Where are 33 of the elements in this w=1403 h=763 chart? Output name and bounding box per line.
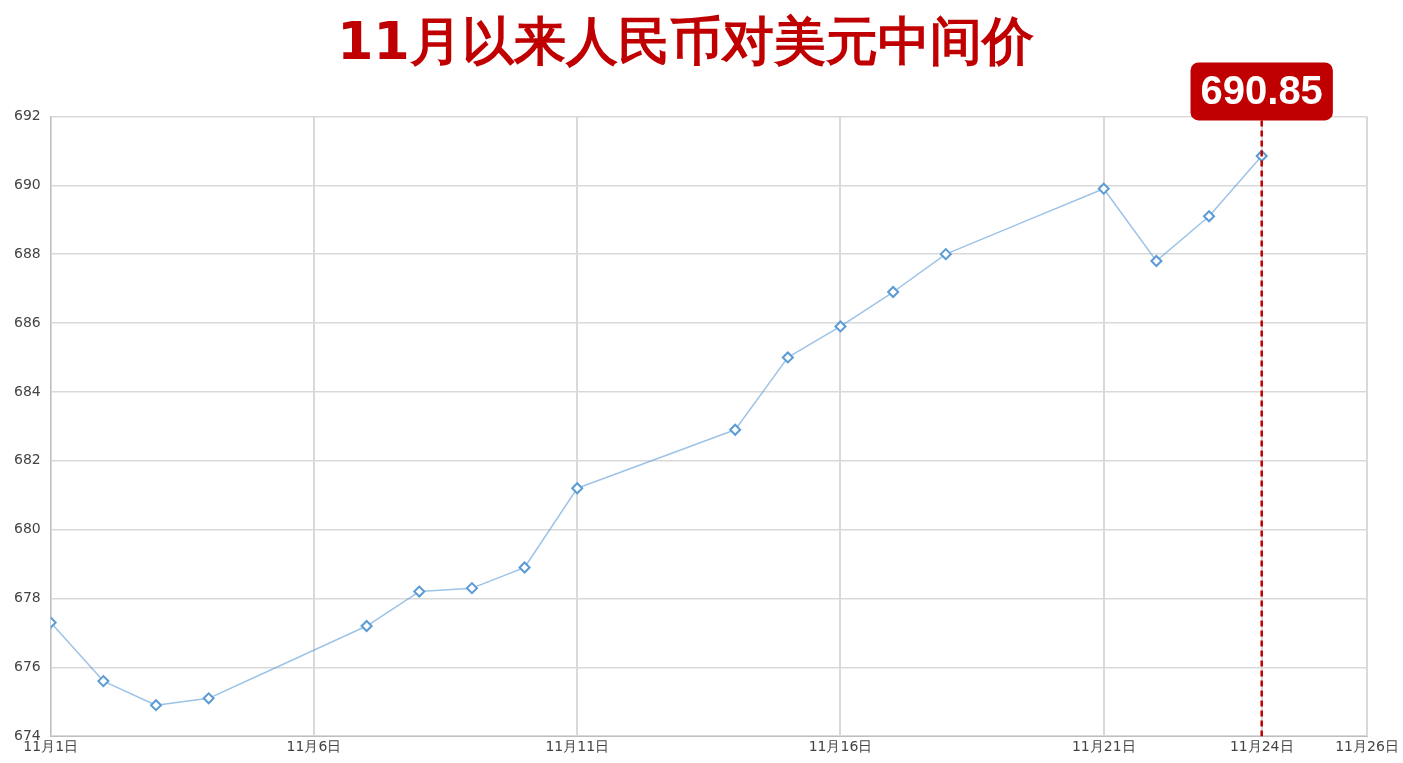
- chart-title: 11月以来人民币对美元中间价: [337, 10, 1034, 71]
- point: [518, 561, 531, 574]
- y-tick-label: 682: [13, 451, 41, 468]
- point: [939, 248, 952, 261]
- point: [1097, 182, 1110, 195]
- point: [360, 620, 373, 633]
- point: [465, 582, 478, 595]
- x-tick-label: 11月24日: [1229, 738, 1294, 755]
- point: [150, 699, 163, 712]
- y-tick-label: 680: [13, 520, 41, 537]
- y-tick-label: 676: [13, 657, 41, 674]
- y-tick-label: 692: [13, 107, 41, 124]
- x-tick-label: 11月11日: [545, 738, 610, 755]
- point: [202, 692, 215, 705]
- y-tick-label: 686: [13, 313, 41, 330]
- point: [834, 320, 847, 333]
- y-tick-label: 688: [13, 244, 41, 261]
- x-tick-label: 11月21日: [1071, 738, 1136, 755]
- x-tick-label: 11月6日: [286, 738, 342, 755]
- ref-line-label: 690.85: [1200, 68, 1323, 113]
- point: [781, 351, 794, 364]
- point: [1203, 210, 1216, 223]
- x-tick-label: 11月26日: [1335, 738, 1399, 755]
- point: [887, 286, 900, 299]
- point: [413, 585, 426, 598]
- point: [97, 675, 110, 688]
- point: [729, 423, 742, 436]
- x-tick-label: 11月16日: [808, 738, 873, 755]
- y-tick-label: 678: [13, 589, 41, 606]
- point: [571, 482, 584, 495]
- point: [1150, 255, 1163, 268]
- y-tick-label: 684: [13, 382, 41, 399]
- y-tick-label: 690: [13, 175, 41, 192]
